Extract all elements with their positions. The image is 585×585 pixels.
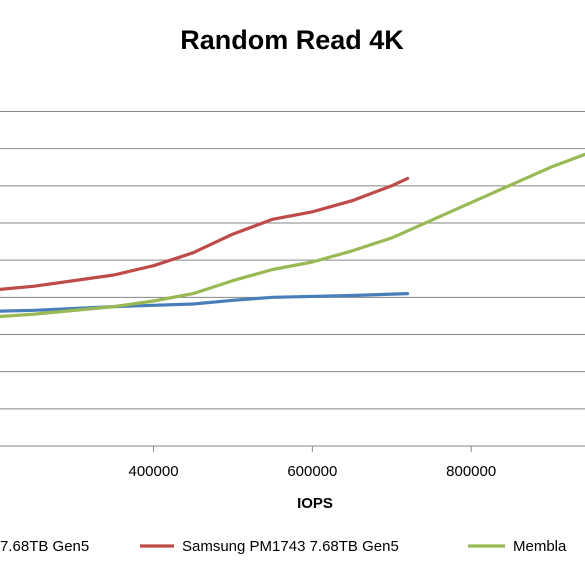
x-axis (153, 446, 472, 452)
x-tick-label: 400000 (128, 463, 178, 480)
legend-label: 7.68TB Gen5 (0, 538, 89, 555)
series-line (0, 152, 585, 319)
series-line (0, 292, 410, 313)
series-line (0, 176, 410, 292)
x-tick-labels: 400000 600000 800000 (128, 463, 496, 480)
chart-title: Random Read 4K (180, 25, 404, 55)
legend-label: Membla (513, 538, 567, 555)
x-tick-label: 800000 (446, 463, 496, 480)
x-axis-label: IOPS (297, 495, 333, 512)
legend: 7.68TB Gen5 Samsung PM1743 7.68TB Gen5 Mem… (0, 538, 567, 555)
x-tick-label: 600000 (287, 463, 337, 480)
legend-label: Samsung PM1743 7.68TB Gen5 (182, 538, 399, 555)
series-lines (0, 152, 585, 319)
